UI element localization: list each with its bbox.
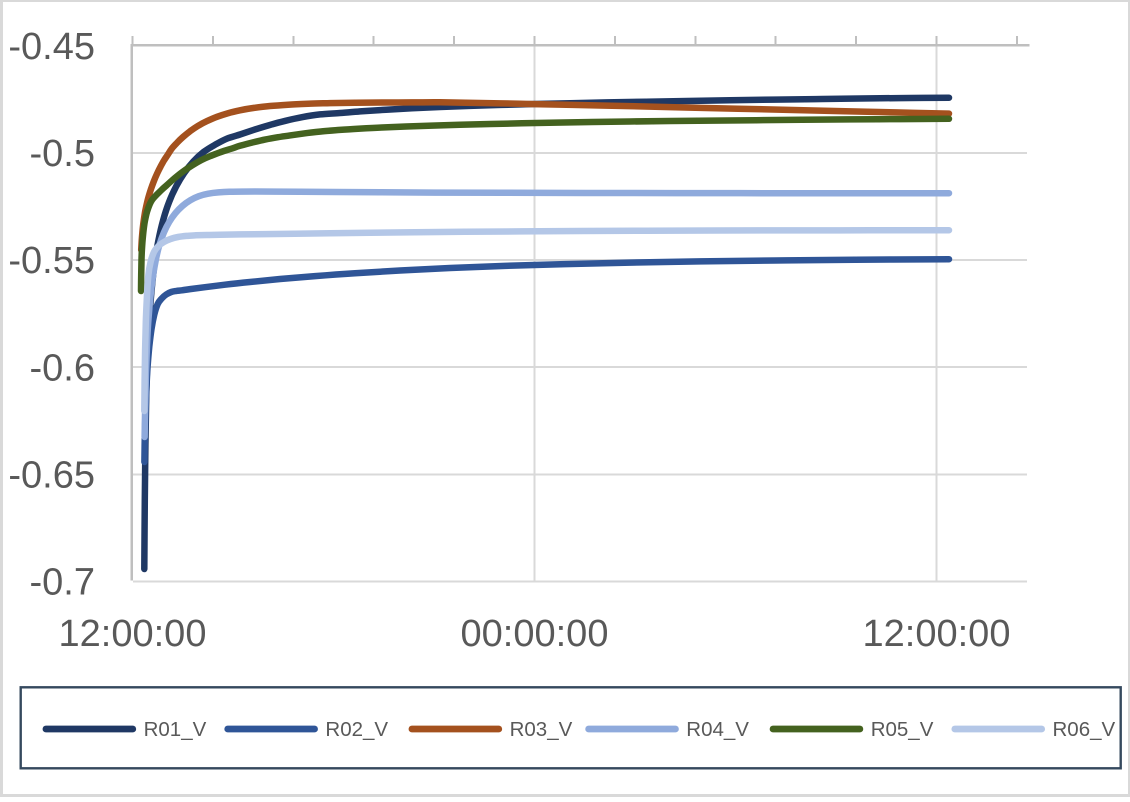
svg-text:12:00:00: 12:00:00 xyxy=(863,613,1011,655)
svg-text:-0.5: -0.5 xyxy=(30,133,95,175)
svg-text:-0.7: -0.7 xyxy=(30,562,95,604)
svg-text:-0.6: -0.6 xyxy=(30,347,95,389)
svg-text:R01_V: R01_V xyxy=(144,718,207,741)
svg-text:-0.55: -0.55 xyxy=(8,240,95,282)
svg-text:12:00:00: 12:00:00 xyxy=(59,613,207,655)
svg-text:R06_V: R06_V xyxy=(1053,718,1116,741)
svg-text:R02_V: R02_V xyxy=(325,718,388,741)
svg-text:00:00:00: 00:00:00 xyxy=(461,613,609,655)
svg-text:R05_V: R05_V xyxy=(871,718,934,741)
svg-text:-0.45: -0.45 xyxy=(8,26,95,68)
svg-text:R04_V: R04_V xyxy=(686,718,749,741)
svg-text:-0.65: -0.65 xyxy=(8,454,95,496)
svg-text:R03_V: R03_V xyxy=(510,718,573,741)
